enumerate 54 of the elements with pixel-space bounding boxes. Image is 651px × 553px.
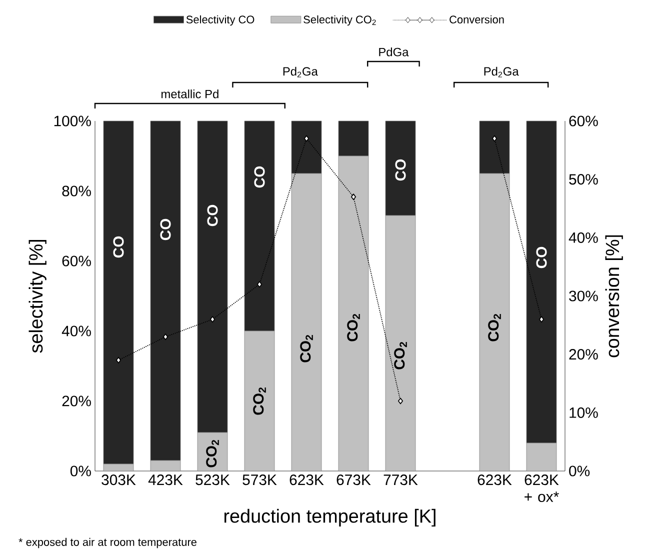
y-axis-title: selectivity [%] [28,240,46,353]
annotation: CO [207,204,218,226]
y2-tick-label: 0% [569,466,590,476]
annotation: CO$_{2}$ [488,314,501,342]
x-tick-label: 523K [196,474,230,486]
text: Pd$_{2}$Ga [283,66,318,78]
legend-label: Selectivity CO [186,15,254,26]
x-tick-label: 773K [384,474,418,486]
y2-tick-label: 60% [569,116,598,126]
annotation: CO$_{2}$ [253,388,266,415]
text: metallic Pd [162,90,218,98]
annotation: CO$_{2}$ [300,335,313,362]
annotation: CO [160,218,171,240]
annotation: CO [254,166,265,188]
text: * exposed to air at room temperature [18,538,196,548]
annotation: CO [536,246,547,268]
x-axis-title: reduction temperature [K] [224,508,436,527]
y2-tick-label: 50% [569,174,598,185]
x-tick-label: 423K [148,474,183,486]
annotation: CO$_{2}$ [206,440,219,468]
legend-label: Selectivity CO$_{2}$ [304,15,376,26]
text: PdGa [379,48,409,56]
y-tick-label: 60% [62,256,91,266]
y2-tick-label: 10% [570,407,598,418]
y-tick-label: 20% [62,396,91,406]
point [162,334,168,340]
point [350,194,356,200]
point [538,316,544,323]
x-tick-label: 623K [290,474,324,486]
x-tick-label: 623K + ox* [524,474,559,502]
x-tick-label: 573K [242,474,277,486]
annotation: CO [113,236,124,258]
y2-tick-label: 40% [568,232,598,243]
legend-label: Conversion [450,15,504,24]
point [116,356,122,364]
annotation: CO [395,159,406,181]
x-tick-label: 673K [336,474,371,486]
y2-tick-label: 30% [569,290,598,302]
x-tick-label: 303K [102,474,136,486]
y2-tick-label: 20% [569,349,598,360]
x-tick-label: 623K [478,474,512,486]
y-tick-label: 100% [54,116,91,126]
y-tick-label: 80% [62,186,91,196]
annotation: CO$_{2}$ [394,342,407,370]
point [256,281,262,288]
text: Pd$_{2}$Ga [484,66,519,78]
point [210,316,216,323]
point [304,135,310,142]
y2-axis-title: conversion [%] [605,235,623,358]
y-tick-label: 0% [70,466,91,476]
point [398,398,404,404]
y-tick-label: 40% [62,326,91,336]
annotation: CO$_{2}$ [347,314,360,342]
point [492,135,498,142]
